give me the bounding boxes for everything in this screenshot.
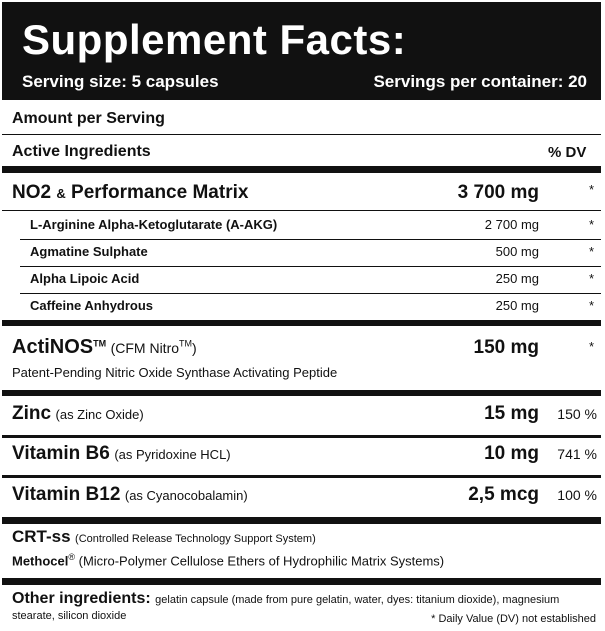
nutrient-name: Vitamin B6 (as Pyridoxine HCL) [12, 443, 231, 464]
item-amount: 250 mg [495, 298, 539, 313]
thick-divider [2, 166, 601, 173]
header-bar: Supplement Facts: Serving size: 5 capsul… [2, 2, 601, 100]
item-amount: 500 mg [495, 244, 539, 259]
divider [2, 210, 601, 211]
nutrient-amount: 10 mg [484, 443, 539, 464]
servings-per-container: Servings per container: 20 [373, 72, 587, 91]
item-dv: * [589, 298, 595, 313]
item-name: L-Arginine Alpha-Ketoglutarate (A-AKG) [30, 217, 278, 232]
item-name: Alpha Lipoic Acid [30, 271, 140, 286]
divider [20, 293, 601, 294]
matrix-amount: 3 700 mg [457, 182, 539, 203]
methocel-line: Methocel® (Micro-Polymer Cellulose Ether… [12, 552, 445, 569]
matrix-dv: * [589, 182, 595, 197]
divider [20, 239, 601, 240]
other-ingredients-line2: stearate, silicon dioxide [12, 610, 127, 622]
panel-title: Supplement Facts: [22, 16, 407, 63]
nutrient-amount: 15 mg [484, 403, 539, 424]
item-name: Agmatine Sulphate [30, 244, 148, 259]
item-name: Caffeine Anhydrous [30, 298, 154, 313]
nutrient-dv: 150 % [557, 406, 597, 422]
crt-name: CRT-ss (Controlled Release Technology Su… [12, 527, 316, 546]
nutrient-dv: 100 % [557, 487, 597, 503]
item-dv: * [589, 217, 595, 232]
nutrient-name: Zinc (as Zinc Oxide) [12, 403, 144, 424]
item-dv: * [589, 271, 595, 286]
thick-divider [2, 517, 601, 524]
other-ingredients-line1: Other ingredients: gelatin capsule (made… [12, 590, 560, 607]
amount-per-serving: Amount per Serving [12, 110, 165, 127]
divider [2, 475, 601, 478]
dv-footnote: * Daily Value (DV) not established [431, 613, 596, 625]
matrix-name: NO2 & Performance Matrix [12, 182, 249, 203]
actinos-description: Patent-Pending Nitric Oxide Synthase Act… [12, 365, 338, 380]
serving-size: Serving size: 5 capsules [22, 72, 219, 91]
divider [2, 435, 601, 438]
nutrient-name: Vitamin B12 (as Cyanocobalamin) [12, 484, 248, 505]
divider [20, 266, 601, 267]
item-dv: * [589, 244, 595, 259]
thick-divider [2, 390, 601, 396]
dv-header: % DV [548, 144, 587, 161]
nutrient-dv: 741 % [557, 446, 597, 462]
item-amount: 2 700 mg [484, 217, 539, 232]
thick-divider [2, 320, 601, 326]
thick-divider [2, 578, 601, 585]
actinos-dv: * [589, 339, 595, 354]
nutrient-amount: 2,5 mcg [468, 484, 539, 505]
actinos-amount: 150 mg [473, 337, 539, 358]
actinos-name: ActiNOSTM (CFM NitroTM) [12, 336, 197, 358]
divider [2, 134, 601, 135]
active-ingredients-header: Active Ingredients [12, 143, 151, 160]
item-amount: 250 mg [495, 271, 539, 286]
